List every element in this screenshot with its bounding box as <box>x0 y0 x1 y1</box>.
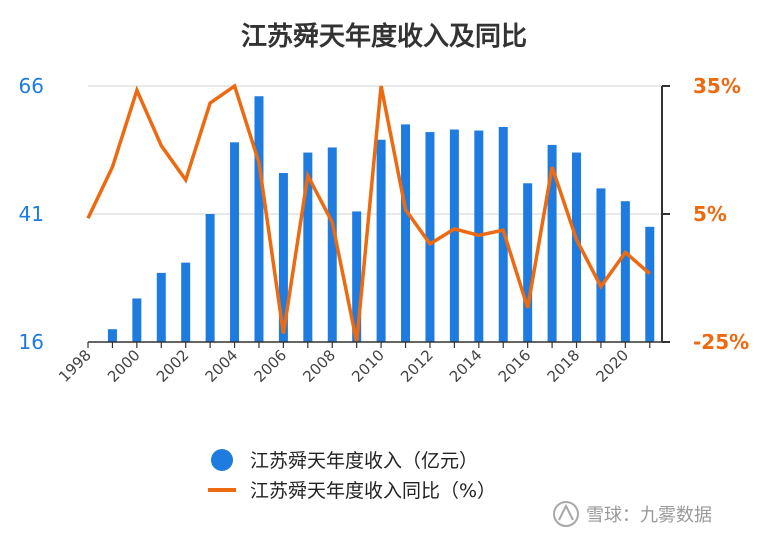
bar-2011 <box>401 124 411 343</box>
bar-2016 <box>523 183 533 342</box>
bar-2008 <box>327 147 337 342</box>
snowball-logo-icon <box>553 501 579 527</box>
bar-2004 <box>230 142 240 342</box>
x-tick-label: 2000 <box>104 346 144 386</box>
left-tick-label: 16 <box>19 330 44 354</box>
yoy-line <box>86 83 651 343</box>
legend-bar-label: 江苏舜天年度收入（亿元） <box>250 450 478 472</box>
legend-line-label: 江苏舜天年度收入同比（%） <box>250 480 496 502</box>
line-series <box>86 83 651 343</box>
x-tick-label: 2014 <box>446 346 486 386</box>
watermark-text: 雪球：九雾数据 <box>586 505 712 526</box>
watermark: 雪球：九雾数据 <box>553 501 712 527</box>
left-tick-label: 66 <box>19 74 44 98</box>
bar-2001 <box>156 272 166 342</box>
bar-2000 <box>132 298 142 342</box>
bar-1999 <box>107 329 117 342</box>
x-tick-label: 2006 <box>251 346 291 386</box>
x-tick-label: 2002 <box>153 346 193 386</box>
x-tick-label: 2008 <box>299 346 339 386</box>
bar-2010 <box>376 139 386 342</box>
bar-2005 <box>254 96 264 343</box>
legend: 江苏舜天年度收入（亿元） 江苏舜天年度收入同比（%） <box>208 449 496 502</box>
bar-2006 <box>278 173 288 342</box>
left-axis-ticks: 16 41 66 <box>19 74 44 354</box>
bar-2018 <box>572 152 582 342</box>
bar-2002 <box>181 262 191 342</box>
x-tick-label: 2012 <box>397 346 437 386</box>
right-tick-label: 35% <box>693 74 741 98</box>
x-tick-label: 2020 <box>592 346 632 386</box>
x-tick-label: 2010 <box>348 346 388 386</box>
bar-series <box>107 96 655 343</box>
x-tick-label: 1998 <box>55 346 95 386</box>
bar-2017 <box>547 144 557 342</box>
bar-2020 <box>620 201 630 342</box>
right-tick-label: -25% <box>693 330 749 354</box>
bar-2007 <box>303 152 313 342</box>
bar-2021 <box>645 226 655 342</box>
x-tick-label: 2004 <box>202 346 242 386</box>
bar-2019 <box>596 188 606 342</box>
bar-2003 <box>205 214 215 342</box>
x-tick-label: 2016 <box>495 346 535 386</box>
bar-2012 <box>425 132 435 342</box>
bar-2009 <box>352 211 362 342</box>
chart-title: 江苏舜天年度收入及同比 <box>241 21 527 52</box>
legend-bar-marker <box>211 449 233 471</box>
x-axis-ticks: 1998 2000 2002 2004 2006 2008 2010 2012 2014 2016… <box>55 342 651 386</box>
left-tick-label: 41 <box>19 202 44 226</box>
bar-2013 <box>449 129 459 342</box>
right-axis-ticks: -25% 5% 35% <box>662 74 749 354</box>
x-tick-label: 2018 <box>544 346 584 386</box>
right-tick-label: 5% <box>693 202 727 226</box>
